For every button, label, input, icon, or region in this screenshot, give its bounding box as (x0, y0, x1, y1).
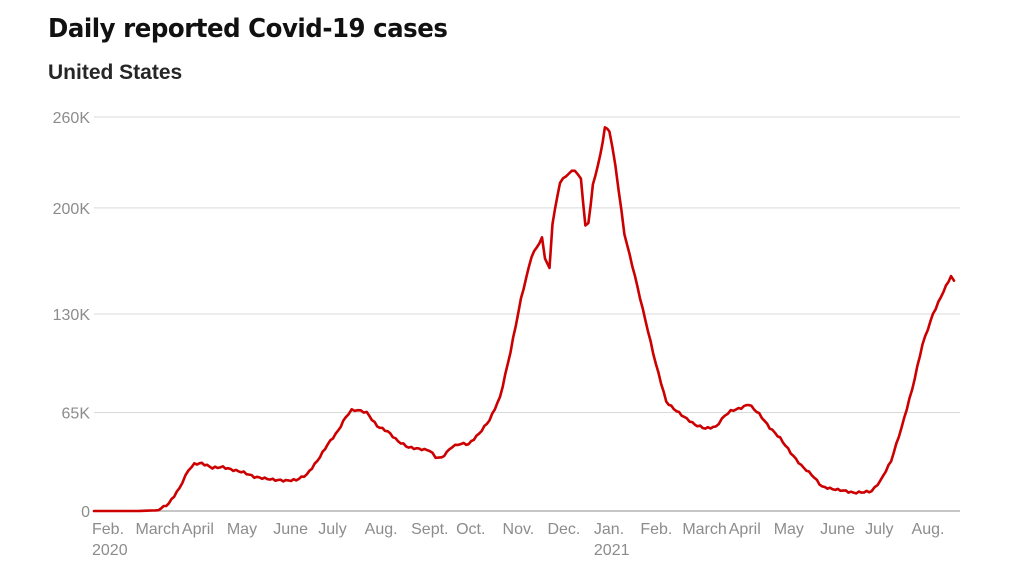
x-tick-label: Sept. (411, 521, 448, 538)
x-tick-label: May (227, 521, 257, 538)
x-tick-label: Aug. (365, 521, 398, 538)
gridlines (94, 116, 960, 512)
x-tick-year-label: 2020 (92, 542, 128, 559)
chart-title: Daily reported Covid-19 cases (48, 14, 448, 44)
x-tick-label: June (273, 521, 308, 538)
x-tick-label: July (318, 521, 346, 538)
x-tick-label: Oct. (456, 521, 485, 538)
y-tick-label: 65K (62, 406, 91, 423)
x-tick-label: June (820, 521, 855, 538)
x-tick-label: Dec. (547, 521, 580, 538)
x-tick-label: May (774, 521, 804, 538)
x-tick-label: April (729, 521, 761, 538)
x-tick-label: March (135, 521, 179, 538)
series-line-0 (92, 126, 956, 513)
chart-subtitle: United States (48, 61, 183, 84)
y-tick-label: 200K (53, 201, 91, 218)
x-tick-label: April (182, 521, 214, 538)
y-axis-tick-labels: 0 65K 130K 200K 260K (53, 110, 91, 521)
x-tick-label: March (682, 521, 726, 538)
y-tick-label: 0 (81, 504, 90, 521)
y-tick-label: 130K (53, 307, 91, 324)
x-tick-year-label: 2021 (594, 542, 630, 559)
x-tick-label: Nov. (503, 521, 535, 538)
x-tick-label: Feb. (640, 521, 672, 538)
x-tick-label: Feb. (92, 521, 124, 538)
series-layer (92, 126, 956, 513)
y-tick-label: 260K (53, 110, 91, 127)
x-tick-label: July (865, 521, 893, 538)
x-tick-label: Jan. (594, 521, 624, 538)
x-tick-label: Aug. (912, 521, 945, 538)
